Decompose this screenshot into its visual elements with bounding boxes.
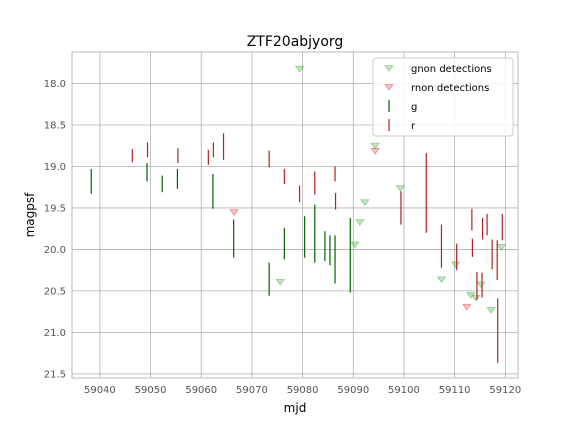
legend-label: gnon detections [411, 64, 492, 75]
x-tick-label: 59120 [489, 385, 521, 396]
upper-limit-marker [486, 307, 496, 314]
upper-limit-marker [496, 244, 507, 251]
upper-limit-marker [360, 199, 370, 207]
x-axis-label: mjd [284, 401, 307, 415]
grid [72, 52, 518, 378]
series-gnon-detections [275, 65, 507, 314]
y-tick-label: 20.5 [44, 286, 66, 297]
upper-limit-marker [370, 147, 380, 155]
plot-frame [71, 51, 519, 379]
upper-limit-marker [476, 281, 486, 289]
upper-limit-marker [275, 278, 286, 286]
legend-item: rnon detections [384, 83, 489, 94]
x-tick-label: 59080 [287, 385, 319, 396]
upper-limit-marker [466, 292, 476, 299]
y-tick-label: 20.0 [44, 245, 66, 256]
x-tick-label: 59070 [236, 385, 268, 396]
x-tick-label: 59110 [439, 385, 471, 396]
x-tick-label: 59050 [135, 385, 167, 396]
series-rnon-detections [229, 147, 472, 311]
legend-item: r [388, 119, 416, 132]
upper-limit-marker [229, 209, 239, 216]
y-tick-label: 19.5 [44, 203, 66, 214]
y-tick-label: 18.0 [44, 79, 66, 90]
y-axis-label: magpsf [23, 192, 37, 238]
y-tick-label: 18.5 [44, 120, 66, 131]
legend-item: g [388, 100, 417, 113]
upper-limit-marker [294, 65, 305, 73]
legend-swatch [384, 84, 394, 91]
legend-label: g [411, 102, 417, 113]
series-r [131, 133, 503, 364]
legend-label: r [411, 121, 416, 132]
upper-limit-marker [370, 142, 380, 150]
legend-swatch [384, 65, 394, 72]
x-tick-label: 59100 [388, 385, 420, 396]
legend-label: rnon detections [411, 83, 489, 94]
data-marks [90, 65, 507, 364]
x-tick-label: 59040 [84, 385, 116, 396]
legend-item: gnon detections [384, 64, 492, 75]
upper-limit-marker [395, 185, 406, 192]
chart-title: ZTF20abjyorg [247, 34, 344, 50]
x-tick-label: 59090 [337, 385, 369, 396]
y-tick-label: 19.0 [44, 162, 66, 173]
legend: gnon detections rnon detections gr [372, 57, 514, 137]
upper-limit-marker [355, 219, 365, 226]
legend-box [372, 57, 514, 137]
y-tick-label: 21.0 [44, 328, 66, 339]
upper-limit-marker [350, 241, 360, 249]
y-tick-label: 21.5 [44, 369, 66, 380]
series-g [90, 163, 351, 296]
upper-limit-marker [462, 303, 472, 311]
upper-limit-marker [471, 294, 481, 302]
x-tick-label: 59060 [185, 385, 217, 396]
upper-limit-marker [450, 261, 461, 269]
axis-ticks: 59040 59050 59060 59070 59080 59090 59100 59110… [44, 79, 522, 396]
upper-limit-marker [436, 276, 447, 284]
